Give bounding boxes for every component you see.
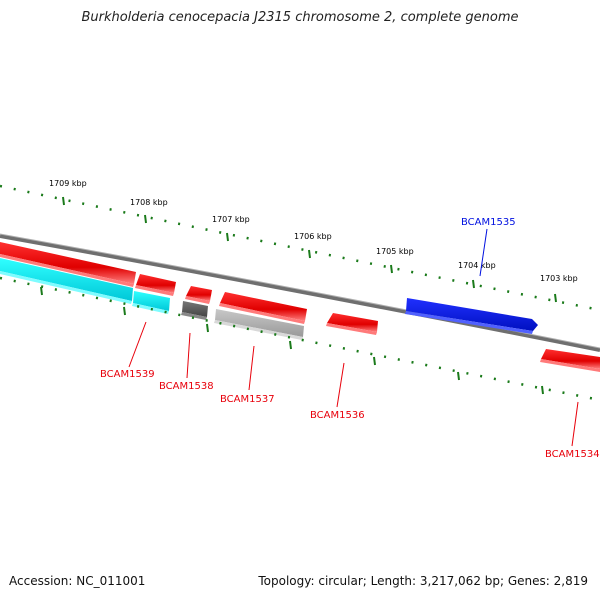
gene-label-bcam1536: BCAM1536 xyxy=(310,410,365,421)
outer-major-ticks xyxy=(62,196,557,303)
outer-tick-ring xyxy=(0,184,600,312)
gene-small-red-1[interactable] xyxy=(135,274,176,296)
gene-bcam1538[interactable] xyxy=(181,301,208,320)
gene-bcam1534[interactable] xyxy=(540,349,600,372)
tick-label-1709: 1709 kbp xyxy=(49,179,87,188)
gene-label-bcam1538: BCAM1538 xyxy=(159,381,214,392)
gene-label-bcam1537: BCAM1537 xyxy=(220,394,275,405)
gene-bcam1539-forward[interactable] xyxy=(0,242,136,287)
tick-label-1705: 1705 kbp xyxy=(376,247,414,256)
tick-label-1708: 1708 kbp xyxy=(130,198,168,207)
gene-cyan-small[interactable] xyxy=(132,291,170,314)
accession-label: Accession: NC_011001 xyxy=(9,574,146,588)
map-title: Burkholderia cenocepacia J2315 chromosom… xyxy=(81,10,519,25)
gene-bcam1536[interactable] xyxy=(326,313,378,335)
gene-label-bcam1539: BCAM1539 xyxy=(100,369,155,380)
gene-bcam1537-forward[interactable] xyxy=(219,292,307,324)
genome-summary: Topology: circular; Length: 3,217,062 bp… xyxy=(258,574,588,588)
gene-bcam1539-cyan[interactable] xyxy=(0,258,133,304)
tick-label-1706: 1706 kbp xyxy=(294,232,332,241)
label-leaders xyxy=(128,228,579,447)
inner-major-ticks xyxy=(40,286,544,395)
tick-label-1703: 1703 kbp xyxy=(540,274,578,283)
inner-tick-ring xyxy=(0,276,600,402)
tick-label-1707: 1707 kbp xyxy=(212,215,250,224)
gene-bcam1537-gray[interactable] xyxy=(214,309,304,340)
gene-bcam1535[interactable] xyxy=(405,298,538,334)
tick-label-1704: 1704 kbp xyxy=(458,261,496,270)
gene-label-bcam1534: BCAM1534 xyxy=(545,449,600,460)
gene-small-red-2[interactable] xyxy=(185,286,212,304)
gene-label-bcam1535: BCAM1535 xyxy=(461,217,516,228)
